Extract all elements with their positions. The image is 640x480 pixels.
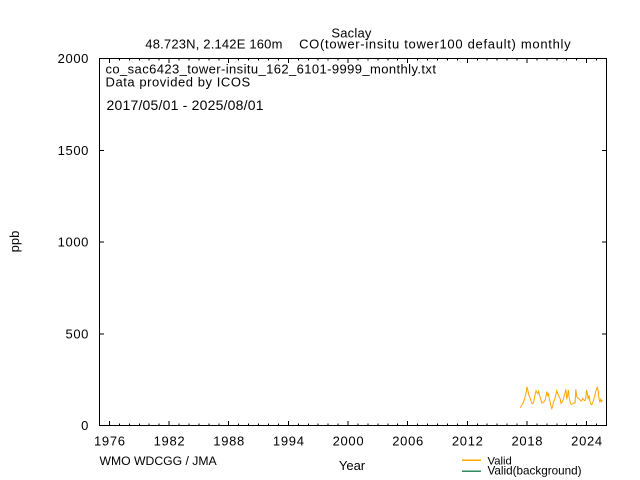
svg-text:ppb: ppb [7,231,22,253]
svg-text:1982: 1982 [154,434,186,449]
svg-text:500: 500 [66,326,90,341]
svg-text:Data provided by ICOS: Data provided by ICOS [106,75,251,90]
svg-text:0: 0 [81,418,89,433]
svg-text:1500: 1500 [58,143,89,158]
svg-text:1994: 1994 [273,434,305,449]
svg-text:2017/05/01 - 2025/08/01: 2017/05/01 - 2025/08/01 [107,97,264,113]
svg-text:2000: 2000 [333,434,365,449]
svg-text:2006: 2006 [392,434,424,449]
svg-text:CO(tower-insitu tower100 defau: CO(tower-insitu tower100 default) monthl… [299,36,571,51]
svg-text:Valid: Valid [488,456,512,468]
svg-text:2012: 2012 [452,434,484,449]
svg-text:Saclay: Saclay [331,26,372,41]
svg-text:Valid(background): Valid(background) [488,465,582,478]
svg-text:2000: 2000 [58,51,89,66]
svg-text:WMO WDCGG / JMA: WMO WDCGG / JMA [100,454,218,468]
svg-text:2018: 2018 [512,434,544,449]
svg-text:co_sac6423_tower-insitu_162_61: co_sac6423_tower-insitu_162_6101-9999_mo… [106,62,437,77]
svg-text:2024: 2024 [571,434,603,449]
svg-text:1988: 1988 [213,434,245,449]
svg-text:48.723N, 2.142E 160m: 48.723N, 2.142E 160m [145,36,282,51]
svg-text:Year: Year [339,458,366,473]
svg-text:1976: 1976 [94,434,126,449]
svg-text:1000: 1000 [58,235,89,250]
